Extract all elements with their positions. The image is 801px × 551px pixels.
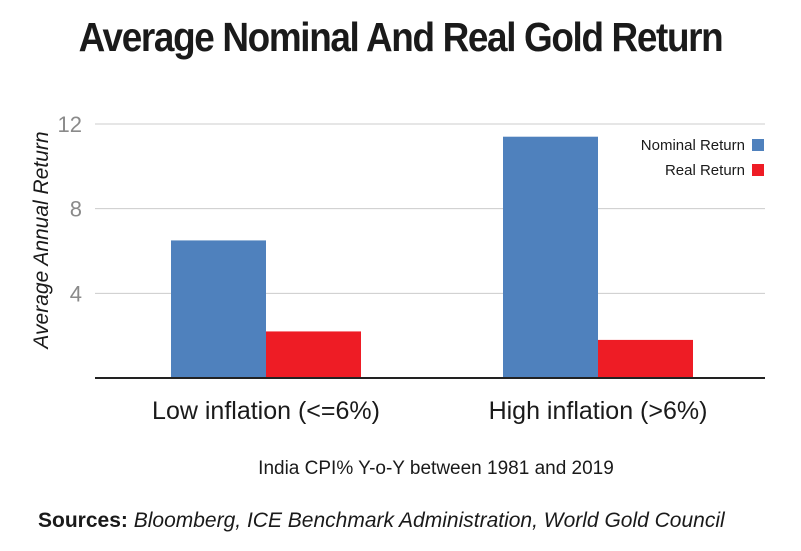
x-axis-title: India CPI% Y-o-Y between 1981 and 2019 (258, 458, 614, 479)
labels: 4 8 12 Low inflation (<=6%) High inflation (… (30, 112, 707, 479)
legend-label-0: Nominal Return (641, 137, 745, 154)
legend-swatch-1 (752, 164, 764, 176)
y-tick-label-8: 8 (70, 197, 82, 222)
bar-real-0 (266, 331, 361, 378)
bar-real-1 (598, 339, 693, 378)
y-axis-title: Average Annual Return (30, 131, 53, 350)
y-tick-label-12: 12 (58, 112, 82, 137)
chart-title: Average Nominal And Real Gold Return (78, 14, 724, 60)
y-tick-label-4: 4 (70, 281, 82, 306)
legend: Nominal Return Real Return (641, 137, 764, 179)
sources-note: Sources: Bloomberg, ICE Benchmark Admini… (38, 509, 725, 533)
bar-nominal-1 (503, 136, 598, 378)
legend-label-1: Real Return (665, 162, 745, 179)
x-category-label-0: Low inflation (<=6%) (152, 397, 380, 425)
bars (171, 136, 693, 378)
sources-label: Sources: (38, 509, 128, 532)
legend-swatch-0 (752, 139, 764, 151)
x-category-label-1: High inflation (>6%) (489, 397, 708, 425)
sources-text: Bloomberg, ICE Benchmark Administration,… (133, 509, 725, 532)
bar-nominal-0 (171, 240, 266, 378)
